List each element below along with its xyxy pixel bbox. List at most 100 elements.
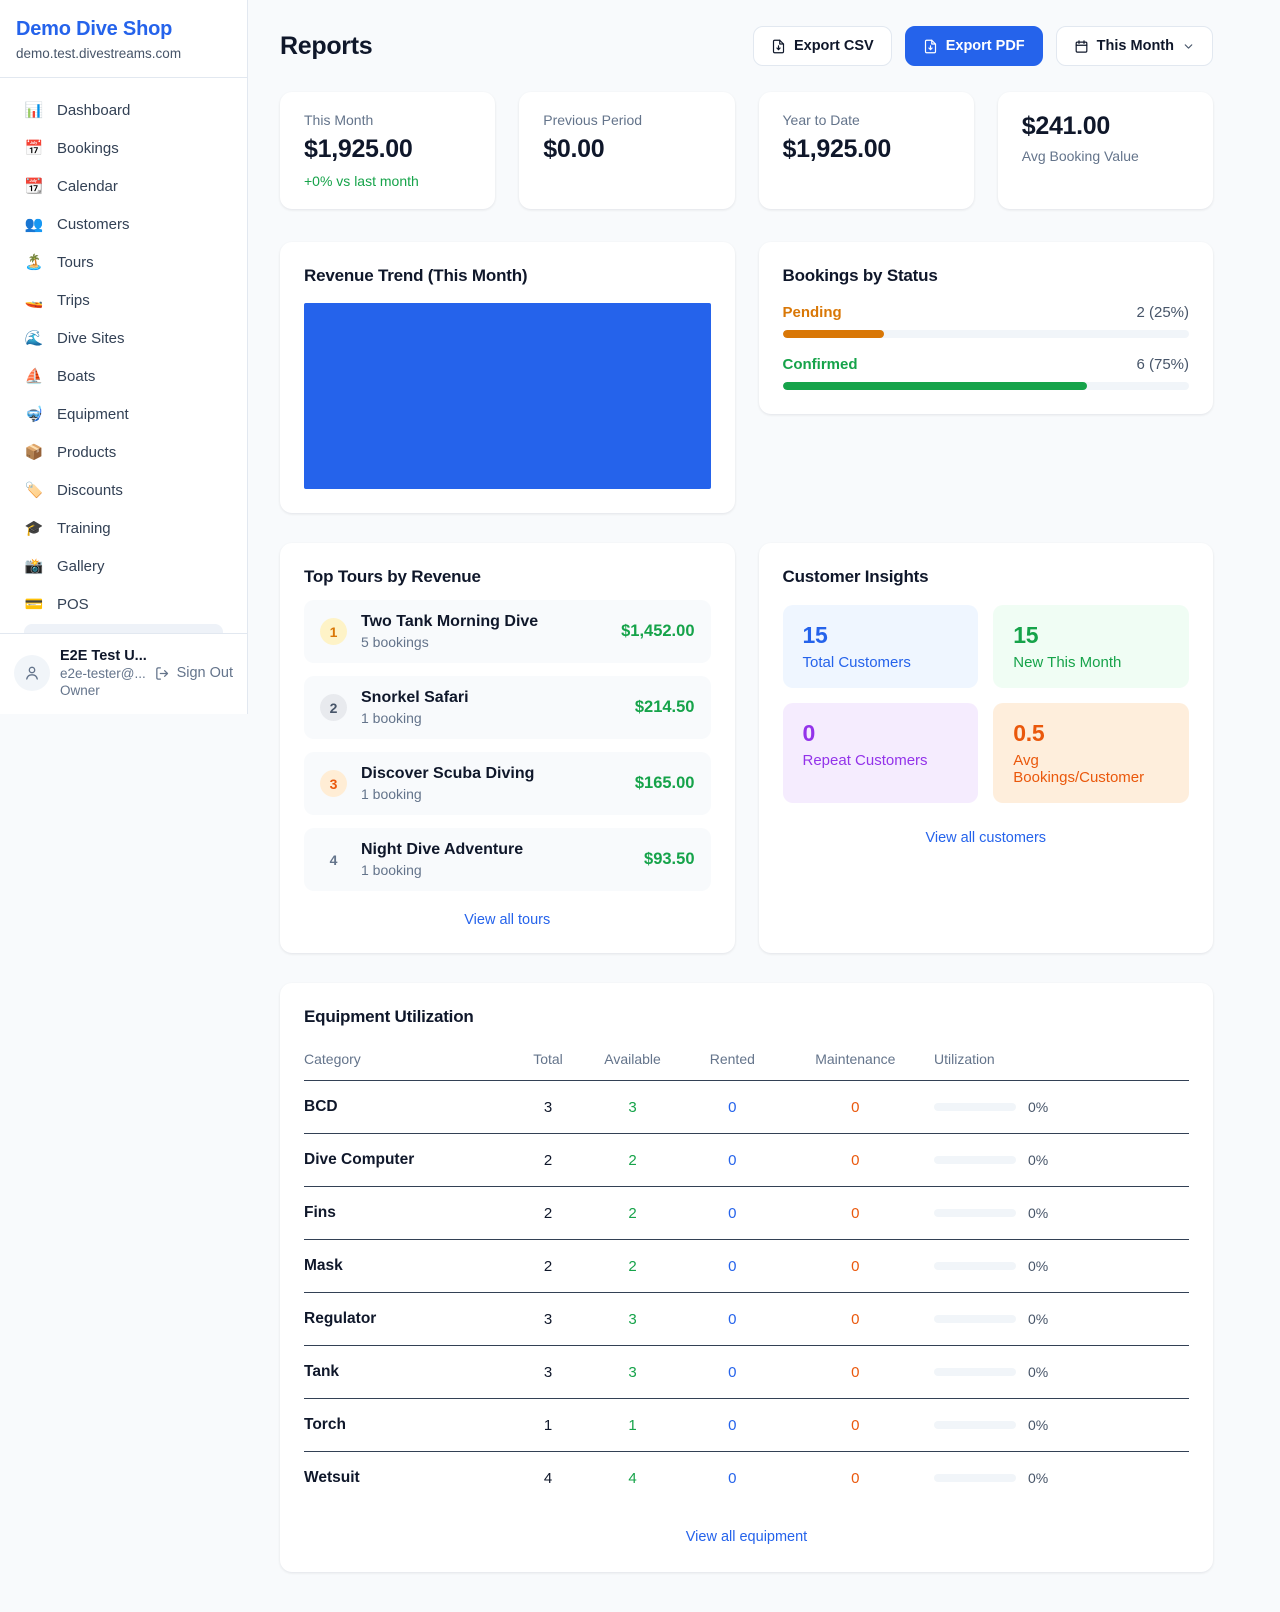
sign-out-icon <box>155 666 168 680</box>
cell-utilization: 0% <box>934 1133 1189 1187</box>
sidebar-item-label: Boats <box>57 367 96 385</box>
sidebar-item-dashboard[interactable]: 📊 Dashboard <box>12 92 235 128</box>
period-label: This Month <box>1096 38 1174 54</box>
cell-total: 2 <box>519 1133 578 1187</box>
cell-category: Wetsuit <box>304 1469 360 1486</box>
sidebar: Demo Dive Shop demo.test.divestreams.com… <box>0 0 248 714</box>
sidebar-item-customers[interactable]: 👥 Customers <box>12 206 235 242</box>
export-pdf-button[interactable]: Export PDF <box>904 26 1043 66</box>
utilization-bar <box>934 1421 1016 1429</box>
sidebar-item-products[interactable]: 📦 Products <box>12 434 235 470</box>
export-csv-label: Export CSV <box>793 38 874 54</box>
tour-revenue: $1,452.00 <box>621 622 695 640</box>
avatar <box>14 655 50 691</box>
revenue-trend-card: Revenue Trend (This Month) <box>280 242 735 513</box>
utilization-bar <box>934 1368 1016 1376</box>
sidebar-item-boats[interactable]: ⛵ Boats <box>12 358 235 394</box>
cell-maintenance: 0 <box>776 1345 934 1399</box>
cell-maintenance: 0 <box>851 1469 860 1487</box>
table-row: Dive Computer 2 2 0 0 0% <box>304 1133 1189 1187</box>
rank-badge: 3 <box>320 770 347 797</box>
sidebar-item-discounts[interactable]: 🏷️ Discounts <box>12 472 235 508</box>
sidebar-item-label: Discounts <box>57 481 123 499</box>
cell-category: Regulator <box>304 1292 519 1346</box>
brand: Demo Dive Shop demo.test.divestreams.com <box>0 0 247 78</box>
sidebar-item-label: POS <box>57 595 89 613</box>
period-dropdown[interactable]: This Month <box>1055 26 1213 66</box>
bookings-calendar-icon: 📅 <box>24 140 44 157</box>
pending-bar-fill <box>782 330 885 338</box>
cell-maintenance: 0 <box>776 1186 934 1240</box>
sidebar-item-pos[interactable]: 💳 POS <box>12 586 235 622</box>
bookings-status-card: Bookings by Status Pending 2 (25%) Confi… <box>758 242 1213 414</box>
sidebar-item-label: Equipment <box>57 405 129 423</box>
utilization-bar <box>934 1209 1016 1217</box>
stats-row: This Month $1,925.00 +0% vs last month P… <box>280 92 1213 209</box>
cell-total: 2 <box>519 1239 578 1293</box>
stat-label: This Month <box>304 112 374 128</box>
island-icon: 🏝️ <box>24 254 44 271</box>
cell-rented: 0 <box>688 1345 777 1399</box>
cell-utilization: 0% <box>934 1080 1189 1134</box>
tour-revenue: $214.50 <box>634 698 695 716</box>
cell-category: Torch <box>304 1398 519 1452</box>
cell-total: 3 <box>519 1345 578 1399</box>
utilization-pct: 0% <box>1028 1258 1049 1274</box>
insight-value: 15 <box>802 622 828 648</box>
insights-grid: 15 Total Customers 15 New This Month 0 R… <box>782 605 1189 803</box>
sidebar-item-equipment[interactable]: 🤿 Equipment <box>12 396 235 432</box>
sidebar-item-calendar[interactable]: 📆 Calendar <box>12 168 235 204</box>
tour-revenue: $93.50 <box>644 850 695 868</box>
cell-rented: 0 <box>728 1469 737 1487</box>
camera-icon: 📸 <box>24 558 44 575</box>
page-header: Reports Export CSV Export PDF This Month <box>280 26 1213 66</box>
revenue-trend-title: Revenue Trend (This Month) <box>304 266 528 285</box>
view-all-tours-link[interactable]: View all tours <box>464 912 551 928</box>
tour-name: Snorkel Safari <box>361 689 469 706</box>
sidebar-item-dive-sites[interactable]: 🌊 Dive Sites <box>12 320 235 356</box>
sidebar-item-training[interactable]: 🎓 Training <box>12 510 235 546</box>
cell-rented: 0 <box>688 1239 777 1293</box>
status-row-pending: Pending 2 (25%) <box>782 304 1189 338</box>
insight-label: Avg Bookings/Customer <box>1013 752 1145 786</box>
col-maintenance: Maintenance <box>776 1043 934 1081</box>
insights-row: Top Tours by Revenue 1 Two Tank Morning … <box>280 543 1213 953</box>
speedboat-icon: 🚤 <box>24 292 44 309</box>
col-category: Category <box>304 1043 519 1081</box>
sidebar-item-trips[interactable]: 🚤 Trips <box>12 282 235 318</box>
cell-category: Tank <box>304 1345 519 1399</box>
sidebar-item-bookings[interactable]: 📅 Bookings <box>12 130 235 166</box>
view-all-customers-link[interactable]: View all customers <box>925 830 1047 846</box>
tour-revenue: $165.00 <box>634 774 695 792</box>
stat-value: $241.00 <box>1021 112 1111 140</box>
cell-rented: 0 <box>688 1186 777 1240</box>
header-actions: Export CSV Export PDF This Month <box>752 26 1213 66</box>
sidebar-item-label: Dive Sites <box>57 329 125 347</box>
sidebar-item-tours[interactable]: 🏝️ Tours <box>12 244 235 280</box>
export-csv-button[interactable]: Export CSV <box>752 26 892 66</box>
cell-total: 1 <box>519 1398 578 1452</box>
table-row: Fins 2 2 0 0 0% <box>304 1186 1189 1240</box>
cell-maintenance: 0 <box>776 1080 934 1134</box>
rank-badge: 1 <box>320 618 347 645</box>
tour-item: 3 Discover Scuba Diving 1 booking $165.0… <box>304 752 711 815</box>
sidebar-item-label: Customers <box>57 215 130 233</box>
cell-rented: 0 <box>688 1080 777 1134</box>
cell-utilization: 0% <box>934 1345 1189 1399</box>
view-all-equipment-link[interactable]: View all equipment <box>685 1529 808 1545</box>
sidebar-item-gallery[interactable]: 📸 Gallery <box>12 548 235 584</box>
table-row: BCD 3 3 0 0 0% <box>304 1080 1189 1134</box>
cell-available: 4 <box>628 1469 637 1487</box>
utilization-pct: 0% <box>1028 1364 1049 1380</box>
status-label: Pending <box>782 304 842 321</box>
user-meta: E2E Test U... e2e-tester@... Owner <box>60 648 147 698</box>
sign-out-button[interactable]: Sign Out <box>154 665 233 682</box>
cell-available: 3 <box>577 1292 689 1346</box>
cell-total: 3 <box>519 1080 578 1134</box>
user-name: E2E Test U... <box>60 648 147 664</box>
rank-badge: 2 <box>320 694 347 721</box>
cell-rented: 0 <box>688 1292 777 1346</box>
col-rented: Rented <box>688 1043 777 1081</box>
cell-available: 3 <box>577 1080 689 1134</box>
insight-value: 15 <box>1013 622 1039 648</box>
